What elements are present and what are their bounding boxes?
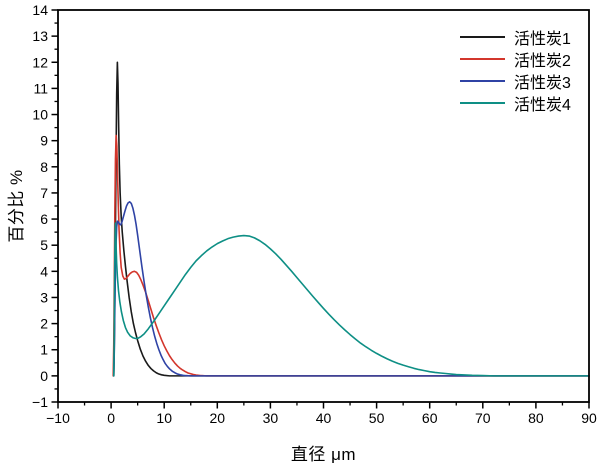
x-axis-title: 直径 μm [290,445,357,464]
legend-label: 活性炭4 [514,97,571,114]
legend-line-swatch [460,58,505,60]
y-tick-label: 13 [32,28,48,44]
y-tick-label: 6 [40,211,48,227]
legend-line-swatch [460,80,505,82]
y-tick-label: 7 [40,185,48,201]
y-tick-label: 11 [33,80,48,96]
legend-item-1: 活性炭1 [460,26,571,48]
y-axis-title: 百分比 % [7,169,26,243]
x-tick-label: 50 [369,410,385,426]
x-tick-label: 0 [107,410,115,426]
y-tick-label: 4 [40,263,48,279]
x-tick-label: 80 [528,410,544,426]
y-tick-label: 14 [32,2,48,18]
x-tick-label: 70 [475,410,491,426]
x-tick-label: −10 [46,410,70,426]
x-tick-label: 90 [581,410,597,426]
legend-label: 活性炭2 [514,53,571,70]
y-tick-label: 5 [40,237,48,253]
y-tick-label: 8 [40,159,48,175]
y-tick-label: 1 [40,342,48,358]
series-line-1 [112,61,590,377]
legend-line-swatch [460,36,505,38]
legend-item-2: 活性炭2 [460,48,571,70]
x-tick-label: 60 [422,410,438,426]
y-tick-label: −1 [32,394,48,410]
legend-label: 活性炭1 [514,31,571,48]
series-line-4 [112,222,590,377]
x-tick-label: 20 [210,410,226,426]
y-tick-label: 0 [40,368,48,384]
y-tick-label: 12 [32,54,48,70]
x-tick-label: 30 [263,410,279,426]
x-tick-label: 40 [316,410,332,426]
y-tick-label: 10 [32,107,48,123]
chart-legend: 活性炭1 活性炭2 活性炭3 活性炭4 [460,26,571,114]
legend-line-swatch [460,102,505,104]
y-tick-label: 2 [40,316,48,332]
y-tick-label: 3 [40,289,48,305]
plot-frame [57,9,590,403]
x-tick-label: 10 [156,410,172,426]
legend-label: 活性炭3 [514,75,571,92]
series-line-3 [112,201,590,377]
series-line-2 [112,134,590,377]
y-tick-label: 9 [40,133,48,149]
legend-item-4: 活性炭4 [460,92,571,114]
legend-item-3: 活性炭3 [460,70,571,92]
